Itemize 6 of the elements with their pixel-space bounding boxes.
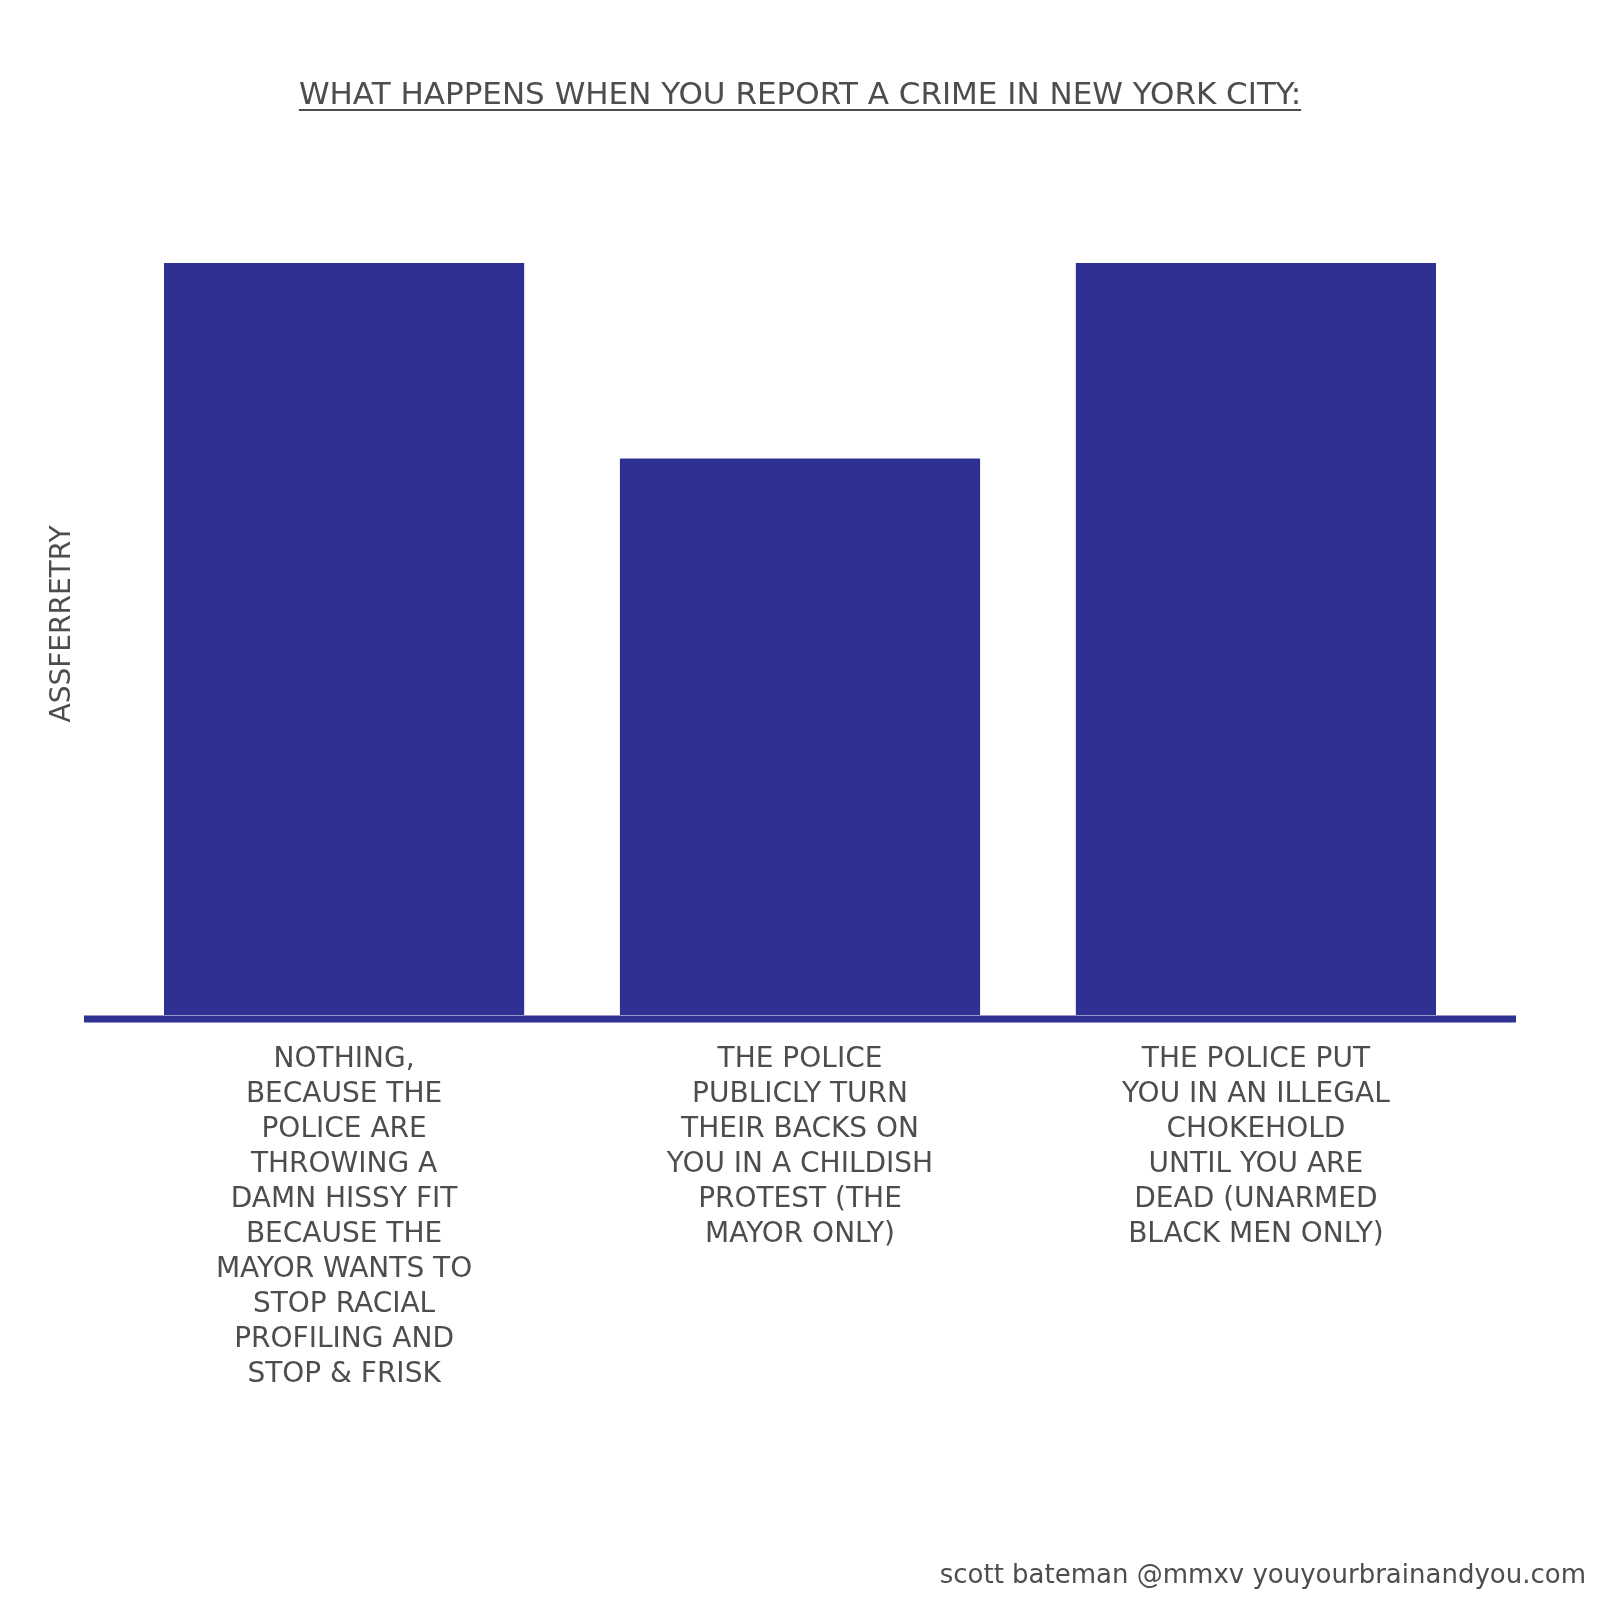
- chart-title: WHAT HAPPENS WHEN YOU REPORT A CRIME IN NEW YORK CITY:: [298, 75, 1302, 111]
- text: scott bateman @mmxv youyourbrainandyou.com: [939, 1559, 1586, 1589]
- x-tick-label: THE POLICE PUBLICLY TURN THEIR BACKS ON YOU IN A CHILDISH PROTEST (THE MAYOR ONLY): [665, 1040, 935, 1250]
- x-tick-label: THE POLICE PUT YOU IN AN ILLEGAL CHOKEHOLD UNTIL YOU ARE DEAD (UNARMED BLACK MEN ONLY): [1121, 1040, 1391, 1250]
- y-axis-title: ASSFERRETRY: [44, 524, 77, 723]
- category-label: NOTHING, BECAUSE THE POLICE ARE THROWING A DAMN HISSY FIT BECAUSE THE MAYOR WANTS TO STOP RACIAL PROFILING AND STOP & FRISK: [215, 1041, 473, 1389]
